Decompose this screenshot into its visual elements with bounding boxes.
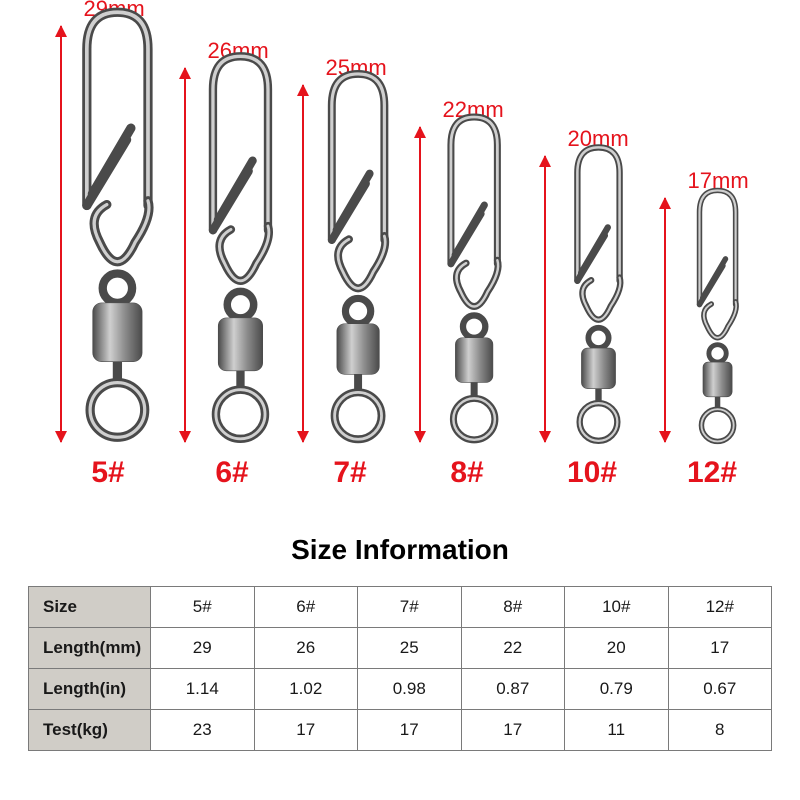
- table-corner-header: Size: [29, 587, 151, 628]
- swivel-item: 26mm 6#: [180, 42, 284, 490]
- dimension-arrow: [544, 156, 546, 442]
- dimension-arrow: [664, 198, 666, 442]
- table-cell: 0.79: [565, 669, 669, 710]
- swivel-graphic: [308, 66, 409, 452]
- table-cell: 17: [254, 710, 358, 751]
- size-number-label: 5#: [91, 456, 124, 490]
- table-cell: 22: [461, 628, 565, 669]
- swivel-graphic: [683, 185, 752, 452]
- table-row-header: Length(mm): [29, 628, 151, 669]
- dimension-arrow: [184, 68, 186, 442]
- table-row: Length(in)1.141.020.980.870.790.67: [29, 669, 772, 710]
- table-column-header: 5#: [151, 587, 255, 628]
- table-cell: 17: [358, 710, 462, 751]
- table-column-header: 10#: [565, 587, 669, 628]
- swivel-icon: [558, 141, 639, 447]
- size-number-label: 12#: [687, 456, 737, 490]
- dimension-arrow: [419, 127, 421, 442]
- swivel-item: 25mm 7#: [298, 59, 402, 490]
- swivel-icon: [59, 3, 177, 447]
- table-cell: 26: [254, 628, 358, 669]
- table-row: Test(kg)23171717118: [29, 710, 772, 751]
- swivel-item: 22mm 8#: [415, 101, 519, 490]
- size-table: Size 5#6#7#8#10#12# Length(mm)2926252220…: [28, 586, 772, 751]
- swivel-item: 29mm 5#: [56, 0, 160, 490]
- table-cell: 8: [668, 710, 772, 751]
- table-cell: 0.67: [668, 669, 772, 710]
- table-cell: 1.14: [151, 669, 255, 710]
- table-cell: 0.87: [461, 669, 565, 710]
- table-column-header: 7#: [358, 587, 462, 628]
- table-cell: 29: [151, 628, 255, 669]
- table-cell: 17: [668, 628, 772, 669]
- size-number-label: 7#: [333, 456, 366, 490]
- size-number-label: 10#: [567, 456, 617, 490]
- table-row-header: Test(kg): [29, 710, 151, 751]
- table-cell: 20: [565, 628, 669, 669]
- table-column-header: 12#: [668, 587, 772, 628]
- swivel-graphic: [429, 110, 518, 452]
- dimension-arrow: [302, 85, 304, 442]
- table-title: Size Information: [0, 534, 800, 566]
- table-body: Length(mm)292625222017Length(in)1.141.02…: [29, 628, 772, 751]
- swivel-icon: [429, 110, 518, 447]
- table-column-header: 8#: [461, 587, 565, 628]
- table-cell: 23: [151, 710, 255, 751]
- swivel-graphic: [558, 141, 639, 452]
- swivel-graphic: [59, 3, 177, 452]
- size-number-label: 8#: [450, 456, 483, 490]
- table-cell: 0.98: [358, 669, 462, 710]
- swivel-item: 17mm 12#: [660, 172, 764, 490]
- product-size-diagram: 29mm 5#26mm: [0, 0, 800, 510]
- table-row: Length(mm)292625222017: [29, 628, 772, 669]
- table-cell: 11: [565, 710, 669, 751]
- swivel-icon: [683, 185, 752, 447]
- table-column-header: 6#: [254, 587, 358, 628]
- swivel-item: 20mm 10#: [540, 130, 644, 490]
- table-header-row: Size 5#6#7#8#10#12#: [29, 587, 772, 628]
- table-cell: 17: [461, 710, 565, 751]
- size-number-label: 6#: [215, 456, 248, 490]
- swivel-icon: [308, 66, 409, 447]
- table-cell: 25: [358, 628, 462, 669]
- swivel-graphic: [188, 48, 294, 452]
- swivel-icon: [188, 48, 294, 447]
- table-row-header: Length(in): [29, 669, 151, 710]
- table-cell: 1.02: [254, 669, 358, 710]
